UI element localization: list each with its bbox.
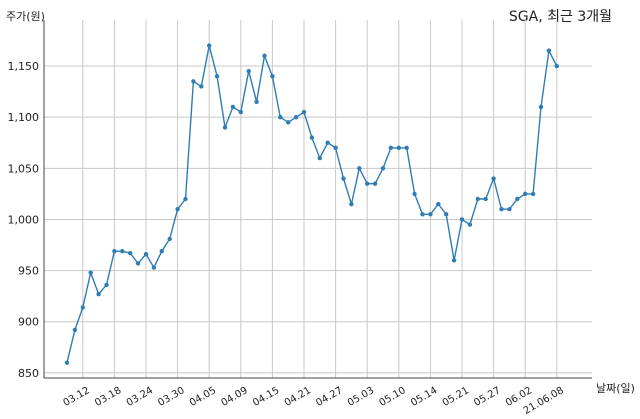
data-point [207,43,212,48]
x-tick-label: 05.27 [472,385,502,409]
x-axis-label: 날짜(일) [596,382,635,395]
y-tick-label: 1,100 [8,111,40,124]
data-point [96,291,101,297]
data-point [309,135,315,140]
data-point [135,261,141,266]
y-axis-label: 주가(원) [6,10,45,23]
data-point [325,140,330,145]
data-point [151,265,157,270]
y-tick-label: 950 [18,265,39,278]
data-point [388,145,394,151]
data-point [523,191,528,197]
data-point [199,84,204,89]
data-point [128,251,133,256]
x-tick-label: 05.14 [409,385,439,409]
data-point [159,248,164,254]
x-tick-label: 04.21 [283,385,313,409]
x-tick-label: 03.24 [125,385,155,409]
data-point [238,109,243,115]
data-point [214,74,220,79]
x-tick-label: 05.03 [346,385,376,409]
data-point [530,191,536,197]
data-point [254,99,259,105]
data-point [357,166,362,171]
x-tick-label: 05.10 [377,385,407,409]
x-tick-label: 04.27 [314,385,344,409]
data-point [246,68,251,74]
data-point [412,191,417,197]
data-point [396,145,401,151]
chart-title: SGA, 최근 3개월 [508,9,612,25]
x-tick-label: 03.30 [156,385,186,409]
data-point [444,212,449,217]
data-point [104,282,109,288]
data-point [301,109,307,115]
data-point [349,201,354,207]
y-tick-label: 1,150 [8,60,40,73]
data-point [372,181,378,186]
data-point [191,79,196,84]
data-point [175,207,180,212]
x-tick-label: 05.21 [441,385,471,409]
data-point [183,196,188,202]
data-point [317,155,322,161]
data-point [278,114,283,120]
data-point [88,270,93,275]
x-tick-label: 04.05 [188,385,218,409]
data-point [546,48,552,53]
data-point [467,222,473,227]
data-point [112,248,117,254]
data-point [120,248,125,254]
x-tick-label: 04.09 [219,385,249,409]
data-point [270,74,275,79]
data-point [365,181,370,186]
data-point [293,114,299,120]
data-point [420,212,425,217]
data-point [230,104,236,110]
y-tick-label: 1,050 [8,162,40,175]
data-point [507,207,512,212]
y-tick-label: 1,000 [8,213,40,226]
data-point [436,201,441,207]
x-tick-label: 03.18 [93,385,123,409]
data-point [380,166,386,171]
data-point [167,236,172,242]
data-point [143,252,149,257]
data-point [64,360,70,365]
data-point [80,305,86,310]
data-point [499,207,504,212]
data-point [459,217,465,222]
data-point [72,327,78,333]
data-point [538,104,544,110]
data-point [428,212,433,217]
series-line [66,45,558,363]
data-point [451,258,457,263]
data-point [491,176,496,181]
data-point [554,63,559,69]
data-point [483,196,488,202]
x-tick-label: 04.15 [251,385,281,409]
data-point [333,145,338,151]
data-point [286,120,291,125]
y-tick-label: 850 [18,367,39,380]
y-tick-label: 900 [18,316,39,329]
x-tick-label: 03.12 [61,385,91,409]
data-point [222,125,228,130]
data-point [262,53,267,58]
data-point [515,196,520,202]
data-point [475,196,480,202]
data-point [404,145,409,151]
data-point [341,176,346,181]
